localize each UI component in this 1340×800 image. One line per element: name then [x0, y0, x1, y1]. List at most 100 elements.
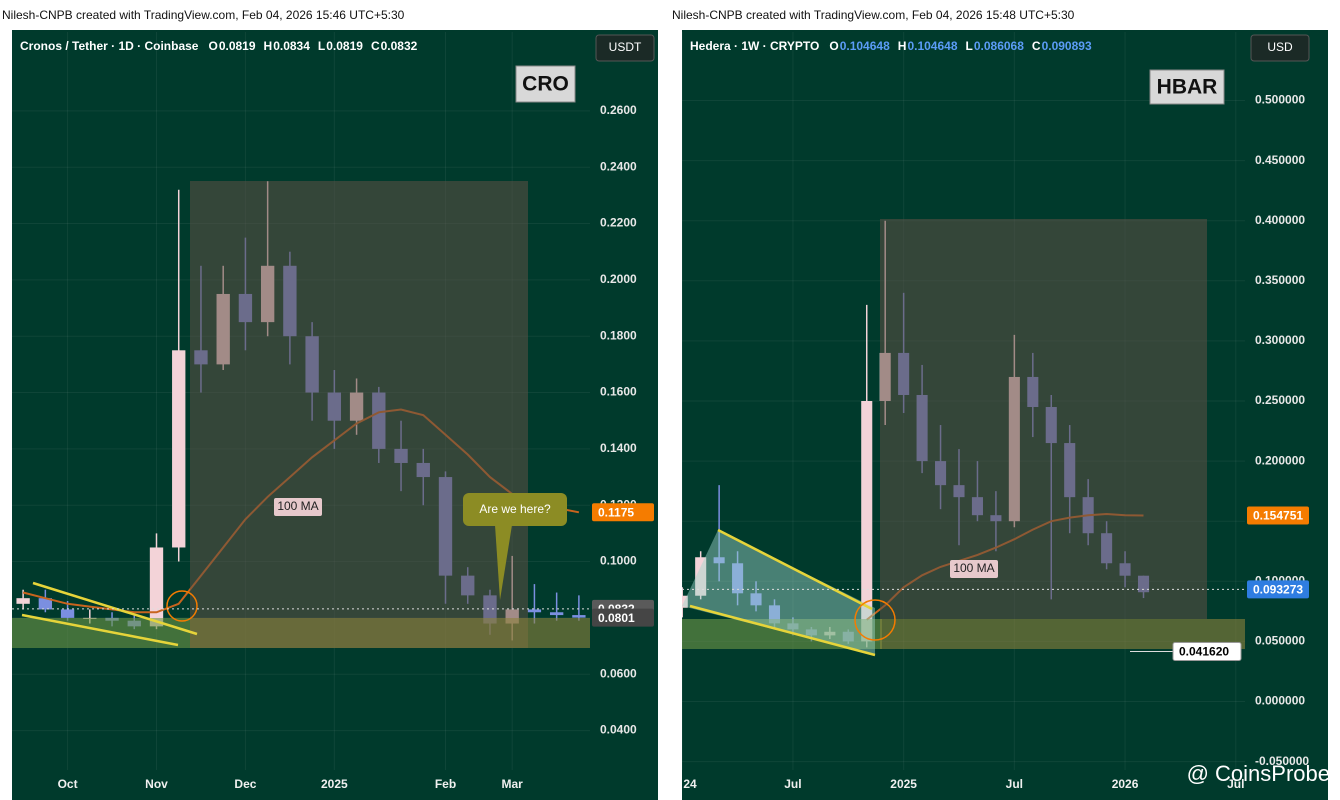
trend-line [21, 613, 179, 647]
y-tick-label: 0.1000 [600, 554, 637, 568]
watermark: @ CoinsProbe [1187, 761, 1330, 786]
y-tick-label: 0.0400 [600, 723, 637, 737]
price-label: 0.1175 [598, 505, 634, 519]
candle-body [527, 609, 542, 613]
ohlc-value: 0.086068 [974, 39, 1024, 53]
ohlc-value: 0.090893 [1042, 39, 1092, 53]
x-tick-label: 2025 [890, 777, 917, 791]
symbol: CRO [522, 73, 569, 96]
symbol: HBAR [1157, 76, 1218, 99]
currency: USDT [609, 40, 642, 54]
candle-body [750, 593, 762, 606]
callout-text: Are we here? [479, 502, 551, 516]
y-tick-label: 0.450000 [1255, 153, 1305, 167]
ohlc-value: 0.104648 [907, 39, 957, 53]
y-tick-label: -0.050000 [1255, 754, 1309, 768]
ohlc-value: 0.0819 [326, 39, 363, 53]
y-tick-label: 0.250000 [1255, 393, 1305, 407]
trend-line [717, 528, 873, 611]
price-label: 0.041620 [1179, 645, 1229, 659]
x-tick-label: Nov [145, 777, 168, 791]
ohlc-value: 0.0834 [273, 39, 310, 53]
highlight-circle [854, 599, 896, 641]
x-tick-label: Oct [58, 777, 78, 791]
price-label-box [1247, 580, 1309, 599]
price-label-box [1172, 641, 1242, 661]
y-tick-label: 0.2000 [600, 272, 637, 286]
callout-pointer [495, 525, 512, 600]
y-tick-label: 0.2600 [600, 103, 637, 117]
x-tick-label: Jul [1006, 777, 1023, 791]
range-box [190, 181, 528, 648]
y-tick-label: 0.400000 [1255, 213, 1305, 227]
candle-body [572, 615, 586, 618]
price-label: 0.0801 [598, 611, 635, 625]
candle-body [861, 401, 873, 642]
ohlc-label: L [318, 39, 325, 53]
ohlc-value: 0.104648 [840, 39, 890, 53]
ma-label: 100 MA [277, 499, 318, 513]
price-label: 0.154751 [1253, 509, 1303, 523]
ohlc-label: H [898, 39, 907, 53]
y-tick-label: 0.300000 [1255, 333, 1305, 347]
y-tick-label: 0.200000 [1255, 453, 1305, 467]
highlight-circle [166, 590, 198, 622]
ohlc-label: C [371, 39, 380, 53]
y-tick-label: 0.000000 [1255, 694, 1305, 708]
symbol-box [1149, 69, 1225, 105]
y-tick-label: 0.0600 [600, 666, 637, 680]
currency: USD [1267, 40, 1293, 54]
ohlc-label: O [208, 39, 217, 53]
range-box [880, 219, 1207, 619]
ohlc-value: 0.0819 [219, 39, 256, 53]
chart-title: Hedera · 1W · CRYPTO [690, 39, 819, 53]
drawings [682, 219, 1245, 657]
x-tick-label: Dec [234, 777, 256, 791]
ma-label: 100 MA [953, 561, 994, 575]
support-zone [682, 619, 882, 649]
price-label-box [1247, 506, 1309, 525]
candle-body [768, 605, 781, 624]
ohlc-label: O [829, 39, 838, 53]
price-label: 0.093273 [1253, 583, 1303, 597]
x-tick-label: Feb [435, 777, 456, 791]
x-tick-label: Mar [502, 777, 524, 791]
candle-body [60, 609, 75, 618]
x-tick-label: 24 [683, 777, 697, 791]
callout-box [463, 493, 567, 526]
ohlc-label: L [966, 39, 973, 53]
candle-body [732, 563, 744, 594]
currency-box [595, 34, 655, 62]
ma-label-box [950, 560, 998, 578]
credit: Nilesh-CNPB created with TradingView.com… [2, 8, 405, 22]
y-tick-label: 0.1800 [600, 328, 637, 342]
candle-body [549, 612, 564, 616]
y-tick-label: 0.350000 [1255, 273, 1305, 287]
x-tick-label: 2026 [1112, 777, 1139, 791]
symbol-box [515, 65, 576, 103]
candle-body [172, 350, 186, 548]
trend-line [689, 604, 876, 657]
y-tick-label: 0.2400 [600, 159, 637, 173]
candle-body [149, 547, 164, 627]
ma-label-box [274, 498, 322, 516]
candle-body [38, 598, 53, 610]
support-zone [190, 618, 590, 648]
candle-body [695, 557, 707, 596]
price-label-box [592, 503, 654, 522]
price-label-box [592, 608, 654, 627]
ohlc-label: H [264, 39, 273, 53]
y-tick-label: 0.2200 [600, 216, 637, 230]
credit: Nilesh-CNPB created with TradingView.com… [672, 8, 1075, 22]
x-tick-label: Jul [1227, 777, 1244, 791]
y-tick-label: 0.500000 [1255, 93, 1305, 107]
y-tick-label: 0.1600 [600, 385, 637, 399]
ohlc-value: 0.0832 [381, 39, 418, 53]
candle-body [713, 557, 725, 564]
drawings [12, 181, 590, 648]
y-tick-label: 0.050000 [1255, 634, 1305, 648]
x-tick-label: 2025 [321, 777, 348, 791]
chart-title: Cronos / Tether · 1D · Coinbase [20, 39, 199, 53]
